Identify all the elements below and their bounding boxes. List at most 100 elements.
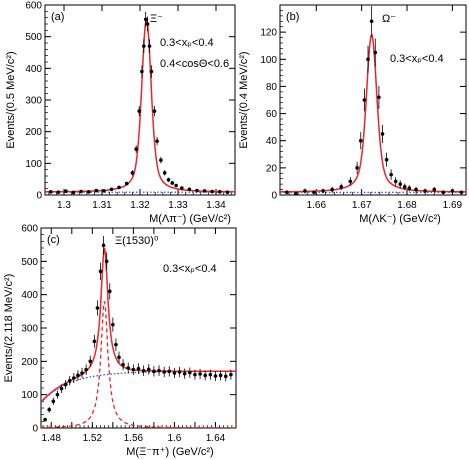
data-marker <box>130 171 135 175</box>
data-marker <box>76 373 80 378</box>
panel-label: (c) <box>47 234 60 246</box>
data-point <box>393 177 398 186</box>
data-marker <box>339 185 344 189</box>
data-point <box>145 16 150 32</box>
data-marker <box>155 139 159 143</box>
y-tick-label: 80 <box>266 82 278 93</box>
data-point <box>136 363 141 375</box>
y-tick-label: 200 <box>21 357 38 368</box>
y-tick-label: 120 <box>260 28 277 39</box>
data-point <box>146 364 151 375</box>
data-marker <box>141 368 146 373</box>
data-marker <box>380 132 385 136</box>
data-point <box>55 390 60 399</box>
data-marker <box>459 190 464 195</box>
data-point <box>124 181 129 186</box>
data-marker <box>321 189 325 193</box>
data-point <box>407 185 412 192</box>
data-point <box>358 132 363 150</box>
data-marker <box>441 190 446 195</box>
data-point <box>47 406 52 413</box>
data-point <box>441 190 446 195</box>
data-marker <box>88 359 93 364</box>
data-point <box>218 190 222 194</box>
data-marker <box>373 50 378 55</box>
data-marker <box>86 190 91 194</box>
data-marker <box>432 187 437 192</box>
data-marker <box>362 98 367 102</box>
data-point <box>95 300 100 316</box>
data-marker <box>159 158 163 162</box>
data-marker <box>124 181 129 186</box>
data-point <box>67 375 72 386</box>
x-tick-label: 1.67 <box>352 200 372 211</box>
data-point <box>152 366 156 377</box>
data-point <box>218 370 223 381</box>
data-marker <box>182 371 187 376</box>
y-tick-label: 400 <box>21 290 38 301</box>
data-point <box>362 88 367 112</box>
data-marker <box>294 191 298 195</box>
data-point <box>152 105 157 117</box>
y-tick-label: 500 <box>25 32 42 43</box>
y-tick-label: 200 <box>25 127 42 138</box>
data-point <box>377 85 381 109</box>
data-marker <box>59 386 64 391</box>
data-point <box>155 137 159 146</box>
data-point <box>389 169 393 180</box>
data-point <box>64 189 68 193</box>
data-marker <box>167 369 172 374</box>
data-point <box>76 370 80 381</box>
data-marker <box>131 367 136 372</box>
data-point <box>117 185 121 190</box>
y-tick-label: 40 <box>266 136 278 147</box>
data-marker <box>126 366 131 370</box>
data-point <box>195 188 199 193</box>
data-marker <box>98 269 103 274</box>
data-point <box>51 397 56 405</box>
y-axis-label: Events/(2.118 MeV/c²) <box>3 274 15 383</box>
y-tick-label: 100 <box>260 55 277 66</box>
data-marker <box>377 95 381 100</box>
data-marker <box>213 374 218 378</box>
data-point <box>369 5 374 37</box>
data-point <box>56 190 61 194</box>
data-marker <box>223 374 228 379</box>
particle-label: Ξ(1530)⁰ <box>115 235 159 247</box>
y-tick-label: 400 <box>25 64 42 75</box>
data-point <box>414 186 418 193</box>
data-point <box>177 366 182 378</box>
data-point <box>213 371 218 381</box>
x-axis-label: M(ΛK⁻) (GeV/c²) <box>359 213 441 225</box>
data-marker <box>134 147 138 151</box>
data-marker <box>407 186 412 191</box>
y-tick-label: 300 <box>25 96 42 107</box>
data-point <box>187 187 192 192</box>
data-point <box>162 366 166 378</box>
x-tick-label: 1.69 <box>443 200 463 211</box>
y-axis-label: Events/(0.4 MeV/c²) <box>238 51 250 148</box>
data-marker <box>366 57 370 62</box>
data-marker <box>157 368 161 373</box>
data-marker <box>208 372 213 377</box>
data-point <box>142 39 146 54</box>
data-marker <box>109 187 114 192</box>
data-point <box>170 181 175 185</box>
data-point <box>210 189 214 194</box>
data-point <box>373 38 378 67</box>
data-marker <box>94 188 99 193</box>
data-point <box>149 65 154 78</box>
data-point <box>348 177 353 186</box>
data-marker <box>111 322 115 327</box>
data-point <box>59 384 64 394</box>
data-point <box>162 170 167 176</box>
x-tick-label: 1.52 <box>83 433 103 444</box>
data-point <box>208 369 213 380</box>
x-tick-label: 1.56 <box>124 433 144 444</box>
data-point <box>84 364 88 375</box>
y-tick-label: 600 <box>25 1 42 12</box>
x-tick-label: 1.32 <box>130 200 150 211</box>
cut-annotation: 0.4<cosΘ<0.6 <box>160 58 229 70</box>
data-point <box>355 161 359 174</box>
data-marker <box>225 190 230 194</box>
